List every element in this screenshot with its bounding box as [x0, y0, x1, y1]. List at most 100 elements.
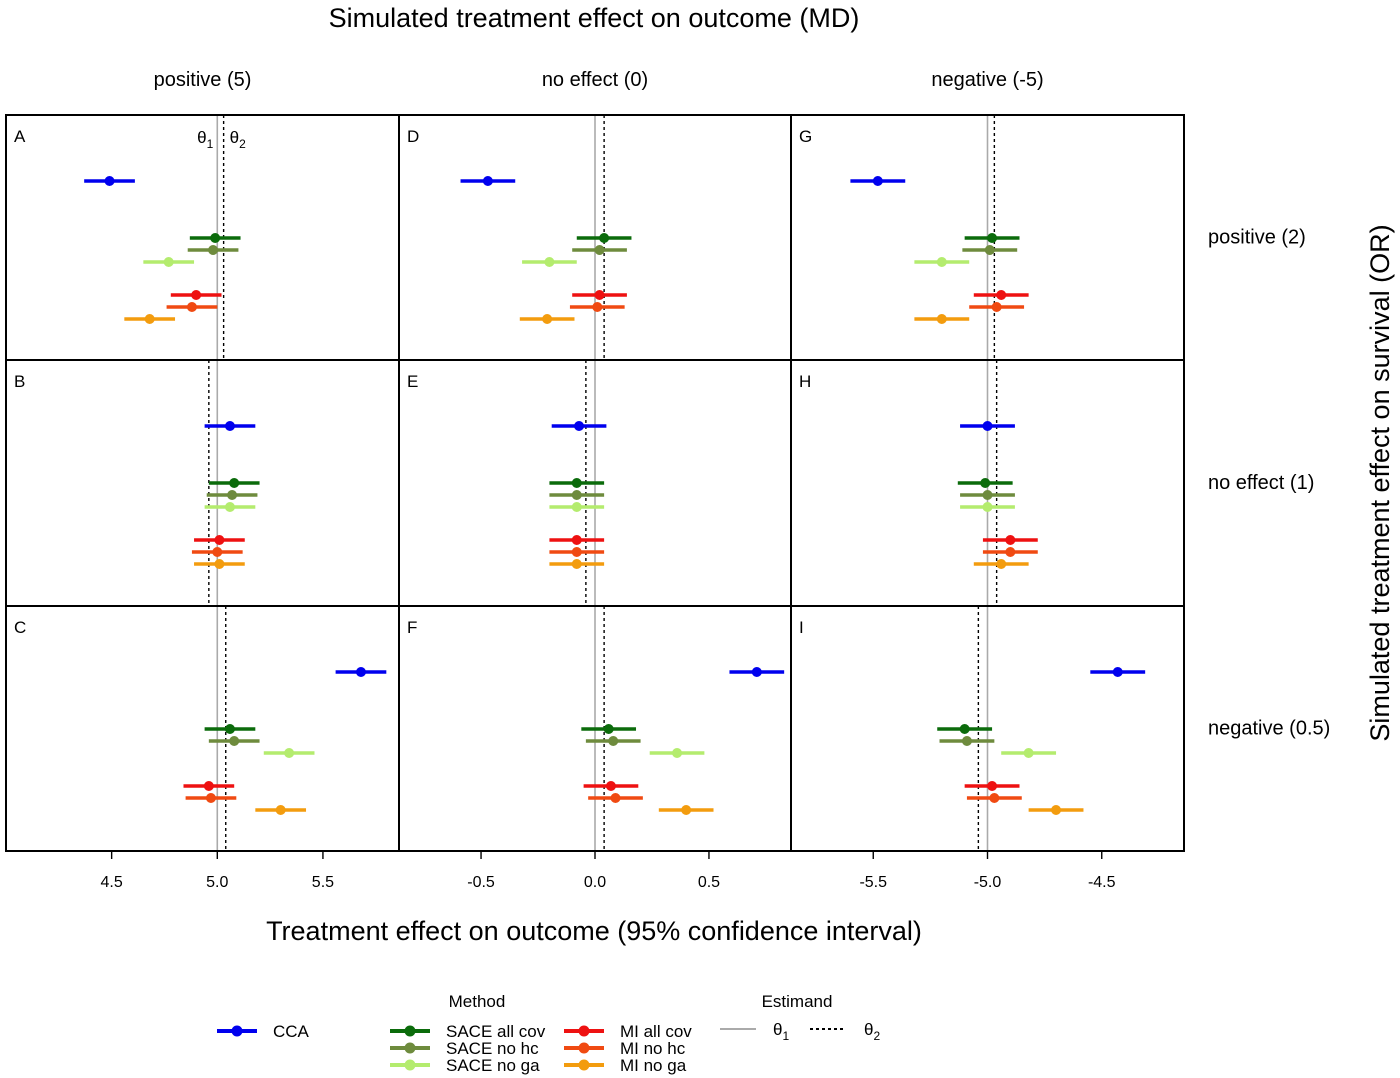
point-estimate-sace-no-hc [594, 245, 605, 255]
legend-swatch-point [404, 1025, 416, 1037]
panel-label: I [799, 618, 804, 637]
panel-label: B [14, 372, 25, 391]
point-estimate-sace-no-ga [224, 502, 235, 512]
row-strip-labels: positive (2) no effect (1) negative (0.5) [1208, 227, 1330, 740]
panel-g: G [799, 115, 1029, 360]
x-axes: 4.5 5.0 5.5 -0.5 0.0 0.5 -5.5 -5.0 -4.5 [101, 851, 1116, 891]
point-estimate-sace-all-cov [599, 233, 610, 243]
point-estimate-sace-no-ga [163, 257, 174, 267]
column-label-negative-5: negative (-5) [931, 69, 1043, 91]
point-estimate-mi-no-hc [186, 302, 197, 312]
point-estimate-mi-no-hc [1005, 547, 1016, 557]
point-estimate-sace-no-hc [984, 245, 995, 255]
point-estimate-sace-no-hc [208, 245, 219, 255]
x-axis-title: Treatment effect on outcome (95% confide… [266, 916, 922, 946]
point-estimate-cca [982, 421, 993, 431]
panel-b: B [14, 360, 260, 606]
panel-label: G [799, 127, 812, 146]
row-label-negative-0-5: negative (0.5) [1208, 718, 1330, 740]
point-estimate-mi-no-hc [212, 547, 223, 557]
legend-label: MI all cov [620, 1022, 692, 1041]
point-estimate-sace-no-ga [544, 257, 555, 267]
row-label-positive-2: positive (2) [1208, 227, 1306, 249]
point-estimate-mi-no-ga [1051, 805, 1062, 815]
point-estimate-sace-no-hc [961, 736, 972, 746]
legend-item-cca: CCA [217, 1022, 310, 1041]
legend-label: MI no hc [620, 1039, 686, 1058]
point-estimate-sace-all-cov [229, 478, 240, 488]
point-estimate-mi-no-hc [989, 793, 1000, 803]
x-tick-label: -5.5 [859, 874, 887, 891]
theta1-subscript: 1 [207, 137, 214, 151]
column-strip-labels: positive (5) no effect (0) negative (-5) [154, 69, 1044, 91]
point-estimate-mi-no-ga [542, 314, 553, 324]
x-tick-label: -4.5 [1088, 874, 1116, 891]
point-estimate-mi-all-cov [214, 535, 225, 545]
legend-theta1-label: θ1 [773, 1020, 789, 1043]
legend-item-sace-all-cov: SACE all cov [390, 1022, 546, 1041]
point-estimate-cca [224, 421, 235, 431]
point-estimate-sace-all-cov [224, 724, 235, 734]
point-estimate-cca [872, 176, 883, 186]
legend-label: SACE no hc [446, 1039, 539, 1058]
panel-i: I [799, 606, 1146, 851]
point-estimate-mi-no-hc [592, 302, 603, 312]
point-estimate-sace-all-cov [987, 233, 998, 243]
y-axis-title-right: Simulated treatment effect on survival (… [1365, 224, 1395, 741]
legend-theta2-label: θ2 [864, 1020, 880, 1043]
point-estimate-mi-no-ga [275, 805, 286, 815]
point-estimate-sace-no-hc [227, 490, 238, 500]
x-tick-label: -0.5 [467, 874, 495, 891]
legend-item-sace-no-ga: SACE no ga [390, 1056, 540, 1075]
panel-label: D [407, 127, 419, 146]
point-estimate-mi-all-cov [996, 290, 1007, 300]
x-tick-label: -5.0 [974, 874, 1002, 891]
point-estimate-cca [574, 421, 585, 431]
legend-label: MI no ga [620, 1056, 687, 1075]
point-estimate-sace-all-cov [959, 724, 970, 734]
legend-theta1-subscript: 1 [782, 1029, 789, 1043]
point-estimate-sace-no-hc [608, 736, 619, 746]
panel-label: F [407, 618, 417, 637]
row-label-no-effect-1: no effect (1) [1208, 472, 1314, 494]
legend-swatch-point [231, 1025, 243, 1037]
point-estimate-mi-no-ga [681, 805, 692, 815]
theta2-subscript: 2 [239, 137, 246, 151]
point-estimate-mi-no-ga [996, 559, 1007, 569]
point-estimate-mi-all-cov [191, 290, 202, 300]
point-estimate-mi-all-cov [987, 781, 998, 791]
point-estimate-sace-no-hc [571, 490, 582, 500]
legend-swatch-point [578, 1042, 590, 1054]
panel-label: E [407, 372, 418, 391]
point-estimate-mi-all-cov [571, 535, 582, 545]
theta2-label: θ2 [230, 128, 246, 151]
point-estimate-sace-no-ga [284, 748, 295, 758]
panel-c: C [14, 606, 387, 851]
point-estimate-mi-no-ga [936, 314, 947, 324]
panel-f: F [407, 606, 785, 851]
point-estimate-cca [482, 176, 493, 186]
point-estimate-mi-all-cov [1005, 535, 1016, 545]
legend-item-sace-no-hc: SACE no hc [390, 1039, 539, 1058]
column-label-no-effect-0: no effect (0) [542, 69, 648, 91]
panel-h: H [799, 360, 1038, 606]
point-estimate-mi-no-ga [214, 559, 225, 569]
point-estimate-sace-all-cov [603, 724, 614, 734]
panel-label: C [14, 618, 26, 637]
point-estimate-sace-no-ga [571, 502, 582, 512]
legend-label: CCA [273, 1022, 310, 1041]
legend-item-mi-no-hc: MI no hc [564, 1039, 686, 1058]
legend-estimand-title: Estimand [762, 992, 833, 1011]
point-estimate-sace-all-cov [980, 478, 991, 488]
point-estimate-mi-no-ga [571, 559, 582, 569]
x-tick-label: 4.5 [101, 874, 123, 891]
legend-swatch-point [578, 1025, 590, 1037]
legend-theta2-subscript: 2 [873, 1029, 880, 1043]
x-tick-label: 5.5 [312, 874, 334, 891]
chart-title: Simulated treatment effect on outcome (M… [329, 3, 860, 33]
legend-swatch-point [404, 1059, 416, 1071]
panel-e: E [407, 360, 607, 606]
point-estimate-mi-all-cov [594, 290, 605, 300]
point-estimate-sace-no-ga [936, 257, 947, 267]
legend-method-title: Method [449, 992, 506, 1011]
